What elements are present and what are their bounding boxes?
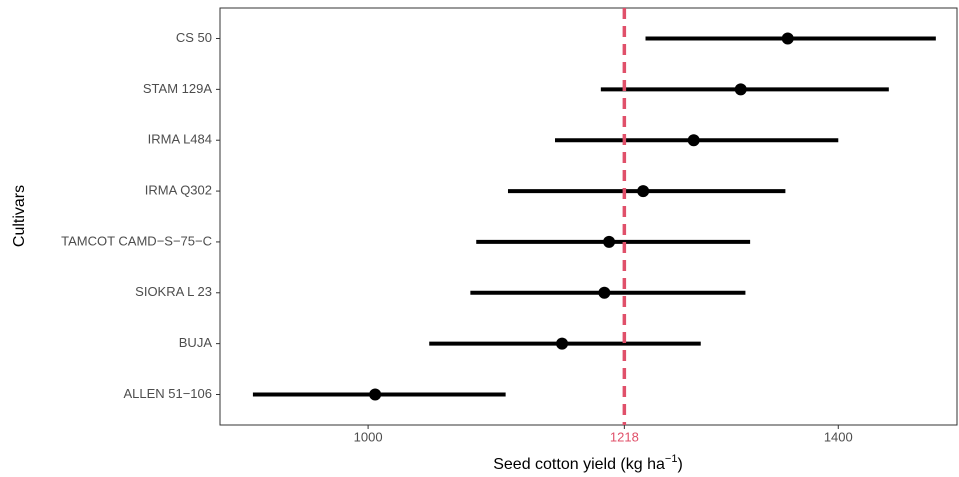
x-tick-label: 1000 bbox=[354, 429, 383, 444]
y-tick-label: SIOKRA L 23 bbox=[135, 284, 212, 299]
y-tick-label: ALLEN 51−106 bbox=[123, 386, 212, 401]
y-tick-label: STAM 129A bbox=[143, 81, 212, 96]
point bbox=[687, 134, 700, 147]
y-tick-label: TAMCOT CAMD−S−75−C bbox=[61, 233, 212, 248]
point bbox=[637, 185, 650, 198]
x-tick-label: 1400 bbox=[824, 429, 853, 444]
x-axis-title-close: ) bbox=[677, 456, 682, 473]
point bbox=[598, 286, 611, 299]
y-axis-title: Cultivars bbox=[11, 185, 28, 247]
point bbox=[781, 32, 794, 45]
x-axis-title-text: Seed cotton yield (kg ha bbox=[493, 456, 665, 473]
plot-border bbox=[219, 7, 958, 426]
point bbox=[603, 235, 616, 248]
point bbox=[556, 337, 569, 350]
y-tick-label: CS 50 bbox=[176, 30, 212, 45]
point bbox=[734, 83, 747, 96]
y-tick-label: IRMA Q302 bbox=[145, 183, 212, 198]
point bbox=[369, 388, 382, 401]
y-tick-label: IRMA L484 bbox=[148, 132, 212, 147]
x-axis-title-superscript: −1 bbox=[665, 453, 678, 465]
y-tick-label: BUJA bbox=[179, 335, 213, 350]
x-axis-title: Seed cotton yield (kg ha−1) bbox=[493, 453, 683, 473]
x-tick-label: 1218 bbox=[610, 429, 639, 444]
